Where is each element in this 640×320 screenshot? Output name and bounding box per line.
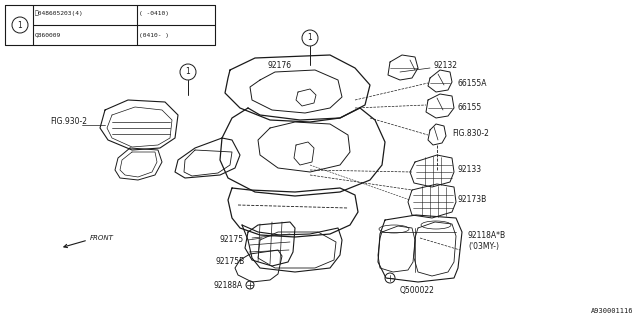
Text: 66155: 66155 <box>458 103 483 113</box>
Text: 92133: 92133 <box>458 165 482 174</box>
Text: ('03MY-): ('03MY-) <box>468 242 499 251</box>
Text: (0410- ): (0410- ) <box>139 33 169 37</box>
Text: ( -0410): ( -0410) <box>139 11 169 15</box>
Text: FIG.830-2: FIG.830-2 <box>452 129 489 138</box>
Text: Q860009: Q860009 <box>35 33 61 37</box>
Text: 92173B: 92173B <box>458 196 487 204</box>
Text: A930001116: A930001116 <box>591 308 634 314</box>
Text: 92176: 92176 <box>268 60 292 69</box>
Text: Q500022: Q500022 <box>400 285 435 294</box>
Text: FIG.930-2: FIG.930-2 <box>50 117 87 126</box>
Text: 1: 1 <box>308 34 312 43</box>
Text: FRONT: FRONT <box>90 235 114 241</box>
Text: 92175: 92175 <box>220 236 244 244</box>
Text: Ⓢ048605203(4): Ⓢ048605203(4) <box>35 10 84 16</box>
Text: 66155A: 66155A <box>458 78 488 87</box>
Text: 1: 1 <box>186 68 190 76</box>
Text: 92118A*B: 92118A*B <box>468 230 506 239</box>
Text: 92132: 92132 <box>434 60 458 69</box>
Text: 92175B: 92175B <box>215 258 244 267</box>
Text: 92188A: 92188A <box>213 281 242 290</box>
Text: 1: 1 <box>18 20 22 29</box>
